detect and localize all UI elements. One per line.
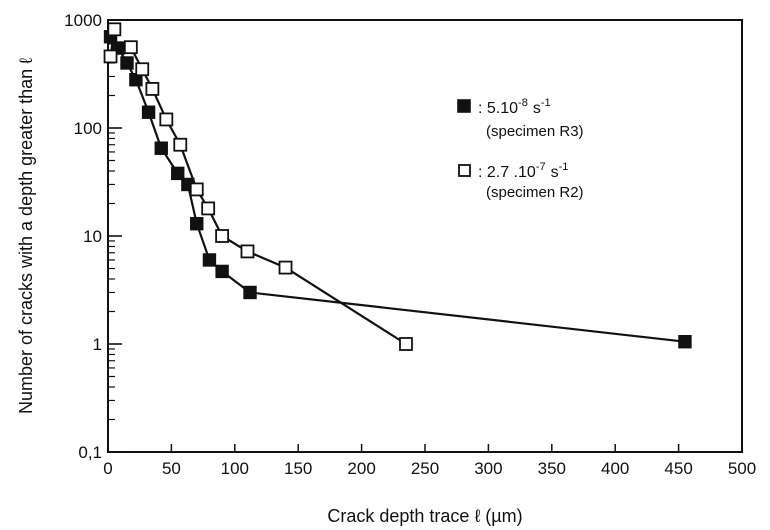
y-tick-label: 1 [93, 335, 102, 354]
legend-rate-r2: : 2.7 .10-7 s-1 [478, 161, 568, 181]
legend-marker-filled-square [457, 99, 471, 113]
data-point-filled-square [120, 56, 134, 70]
x-tick-label: 300 [474, 459, 502, 478]
data-point-open-square [145, 82, 160, 96]
series-markers [103, 22, 692, 351]
data-point-filled-square [141, 105, 156, 119]
data-point-filled-square [171, 166, 185, 181]
data-point-filled-square [202, 253, 217, 267]
series-line-2 [109, 29, 407, 345]
x-tick-label: 450 [664, 459, 692, 478]
x-tick-label: 100 [221, 459, 249, 478]
plot-frame [107, 19, 743, 453]
data-point-open-square [215, 229, 230, 243]
data-point-open-square [173, 137, 188, 152]
data-point-open-square [278, 260, 293, 275]
x-tick-label: 50 [162, 459, 181, 478]
data-point-open-square [107, 22, 122, 37]
legend-specimen-r2: (specimen R2) [486, 184, 584, 201]
data-point-open-square [159, 112, 174, 127]
x-tick-label: 0 [103, 459, 112, 478]
y-tick-label: 1000 [64, 11, 102, 30]
data-point-open-square [201, 201, 216, 216]
x-tick-label: 400 [601, 459, 629, 478]
data-point-filled-square [243, 285, 257, 300]
data-point-filled-square [190, 216, 204, 231]
y-axis-title: Number of cracks with a depth greater th… [16, 58, 36, 414]
x-tick-label: 150 [284, 459, 312, 478]
legend-rate-r3: : 5.10-8 s-1 [478, 97, 551, 117]
data-point-open-square [123, 40, 138, 55]
x-tick-label: 250 [411, 459, 439, 478]
data-point-filled-square [215, 264, 229, 279]
y-tick-label: 10 [83, 227, 102, 246]
data-point-filled-square [678, 335, 692, 349]
x-tick-label: 500 [728, 459, 756, 478]
y-tick-label: 0,1 [78, 443, 102, 462]
x-axis-title: Crack depth trace ℓ (µm) [327, 506, 522, 526]
data-point-open-square [135, 62, 150, 77]
data-point-filled-square [154, 141, 168, 155]
y-tick-label: 100 [74, 119, 102, 138]
data-point-open-square [399, 337, 413, 351]
axis-ticks: 0 50 100 150 200 250 300 350 400 450 500 1000 100 10 1… [64, 11, 756, 478]
legend-specimen-r3: (specimen R3) [486, 123, 584, 140]
legend: : 5.10-8 s-1 (specimen R3) : 2.7 .10-7 s-1… [457, 97, 584, 201]
x-tick-label: 350 [538, 459, 566, 478]
x-tick-label: 200 [347, 459, 375, 478]
data-point-open-square [103, 49, 118, 64]
data-point-open-square [189, 182, 204, 197]
data-point-open-square [240, 244, 255, 259]
legend-marker-open-square [458, 164, 471, 177]
